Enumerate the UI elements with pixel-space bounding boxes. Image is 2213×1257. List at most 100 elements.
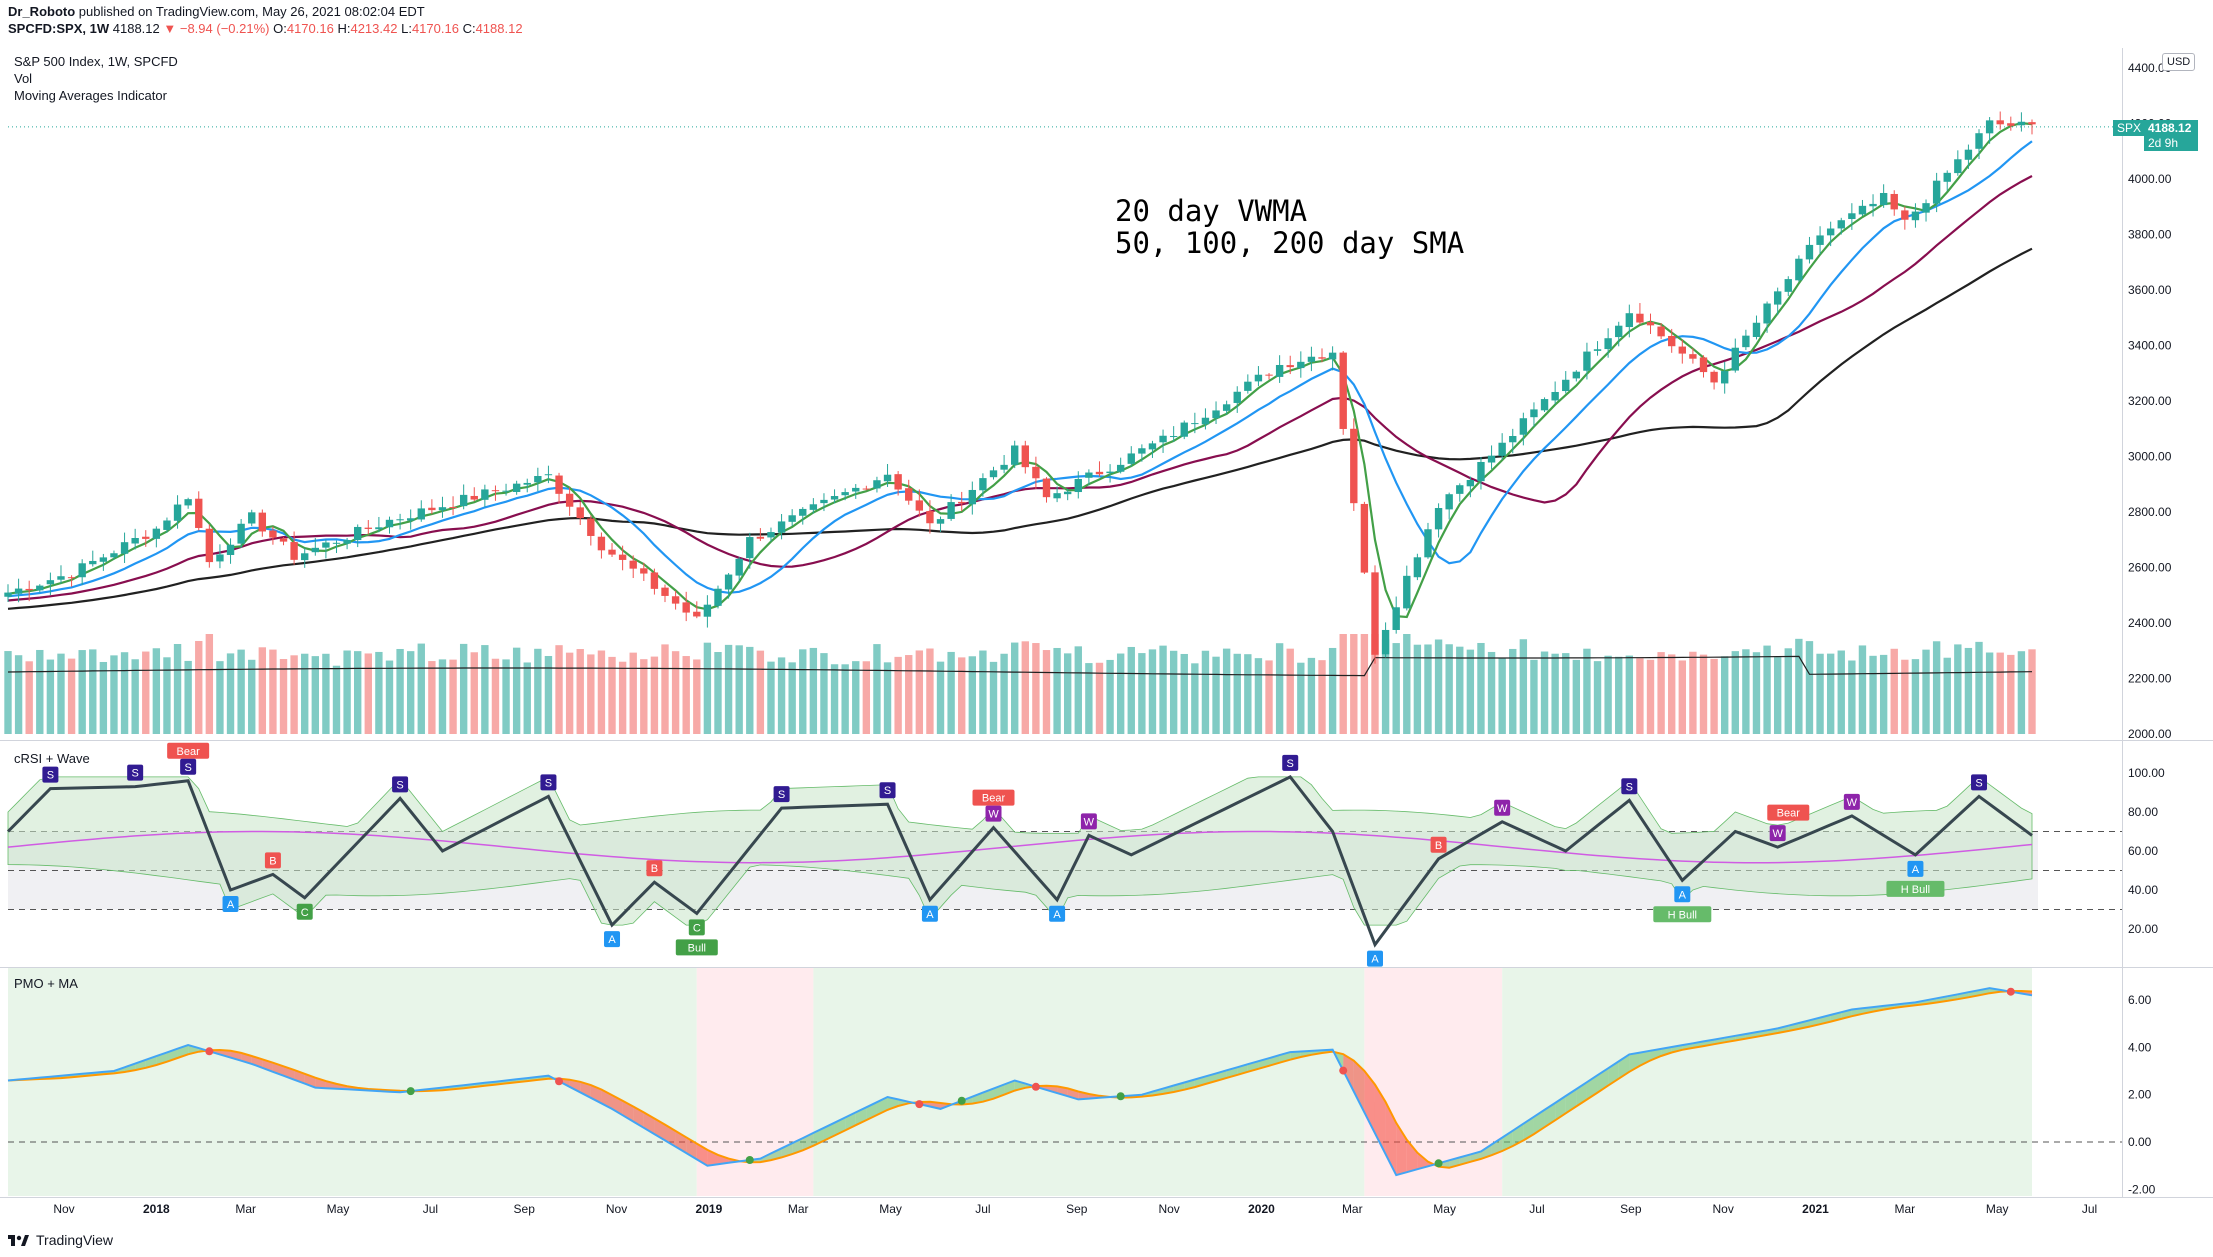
candle-body	[163, 520, 171, 530]
volume-bar	[1000, 653, 1008, 734]
volume-bar	[195, 640, 203, 734]
volume-bar	[1275, 643, 1284, 734]
volume-bar	[269, 649, 277, 734]
candle-body	[332, 542, 341, 544]
volume-bar	[512, 647, 521, 734]
rsi-label-w: W	[1494, 799, 1511, 816]
candle-body	[1434, 508, 1443, 530]
volume-bar	[67, 658, 76, 734]
high-value: 4213.42	[350, 21, 398, 36]
rsi-label-bear: Bear	[972, 789, 1015, 806]
volume-bar	[1191, 663, 1199, 734]
rsi-label-text: A	[926, 909, 934, 921]
footer: TradingView	[8, 1232, 113, 1248]
candle-body	[1784, 279, 1792, 292]
rsi-label-a: A	[604, 931, 621, 948]
chart-canvas[interactable]: 4400.004200.004000.003800.003600.003400.…	[0, 0, 2213, 1225]
volume-bar	[131, 659, 139, 734]
volume-bar	[1911, 659, 1920, 734]
candle-body	[173, 504, 182, 521]
candle-body	[216, 554, 224, 562]
candle-body	[587, 518, 595, 536]
volume-bar	[1032, 643, 1040, 734]
candle-body	[301, 553, 309, 561]
volume-bar	[1699, 654, 1708, 734]
candle-body	[205, 528, 214, 563]
price-y-tick-5: 3400.00	[2128, 339, 2172, 353]
candle-body	[14, 588, 23, 594]
volume-bar	[989, 661, 998, 734]
candle-body	[650, 572, 659, 589]
volume-bar	[78, 650, 86, 734]
volume-bar	[258, 647, 267, 734]
footer-brand: TradingView	[36, 1232, 114, 1248]
volume-bar	[1106, 659, 1114, 734]
volume-bar	[1021, 641, 1029, 734]
candle-body	[968, 489, 977, 505]
volume-bar	[979, 650, 987, 734]
candle-body	[417, 508, 425, 520]
volume-bar	[1604, 655, 1612, 734]
candle-body	[905, 488, 913, 501]
volume-bar	[1837, 650, 1845, 734]
rsi-label-text: C	[693, 922, 701, 934]
candle-body	[226, 544, 235, 555]
volume-bar	[1625, 655, 1634, 734]
pmo-fill	[781, 1143, 793, 1158]
pmo-shade-2	[813, 968, 1365, 1196]
candle-body	[152, 528, 161, 539]
volume-bar	[1689, 651, 1697, 734]
volume-bar	[1721, 656, 1729, 734]
volume-bar	[830, 664, 839, 734]
rsi-label-s: S	[1621, 778, 1638, 795]
volume-bar	[1116, 653, 1125, 734]
candle-body	[2028, 122, 2036, 125]
candle-body	[576, 507, 584, 519]
volume-bar	[46, 659, 55, 734]
candle-body	[1466, 479, 1475, 487]
candle-body	[1879, 192, 1888, 206]
volume-bar	[481, 645, 489, 734]
candle-body	[1848, 213, 1856, 219]
candle-body	[428, 507, 436, 511]
x-tick-4: Jul	[423, 1202, 438, 1216]
volume-bar	[226, 653, 235, 734]
pmo-fill	[580, 1081, 591, 1098]
candle-body	[1721, 371, 1729, 384]
currency-label[interactable]: USD	[2162, 53, 2196, 71]
rsi-ma-line	[7, 830, 2033, 864]
candle-body	[195, 498, 203, 528]
candle-body	[78, 563, 86, 578]
volume-bar	[1816, 653, 1824, 734]
pmo-y-tick-3: 0.00	[2128, 1135, 2152, 1149]
candle-body	[396, 519, 404, 521]
volume-bar	[449, 659, 457, 734]
candle-body	[1636, 313, 1644, 323]
volume-bar	[438, 659, 447, 734]
volume-bar	[693, 659, 701, 734]
candle-body	[1731, 347, 1739, 371]
pmo-fill	[219, 1049, 231, 1058]
candle-body	[523, 482, 531, 485]
x-tick-18: Nov	[1713, 1202, 1734, 1216]
volume-bar	[841, 664, 849, 734]
pmo-legend: PMO + MA	[14, 976, 78, 991]
volume-bar	[237, 649, 245, 734]
volume-bar	[14, 655, 23, 734]
volume-bar	[173, 643, 182, 734]
candle-body	[1381, 629, 1390, 655]
candle-body	[4, 592, 12, 597]
candle-body	[385, 519, 394, 528]
volume-bar	[120, 652, 129, 734]
x-tick-13: 2020	[1248, 1202, 1275, 1216]
volume-bar	[1159, 645, 1167, 734]
candle-body	[1159, 435, 1167, 443]
candle-body	[1540, 399, 1549, 411]
candle-body	[544, 474, 553, 476]
price-y-tick-9: 2600.00	[2128, 561, 2172, 575]
volume-bar	[915, 650, 924, 734]
pmo-cross-dot	[406, 1087, 415, 1096]
high-label: H:	[337, 21, 351, 36]
pmo-fill	[1417, 1152, 1428, 1170]
x-tick-20: Mar	[1895, 1202, 1916, 1216]
